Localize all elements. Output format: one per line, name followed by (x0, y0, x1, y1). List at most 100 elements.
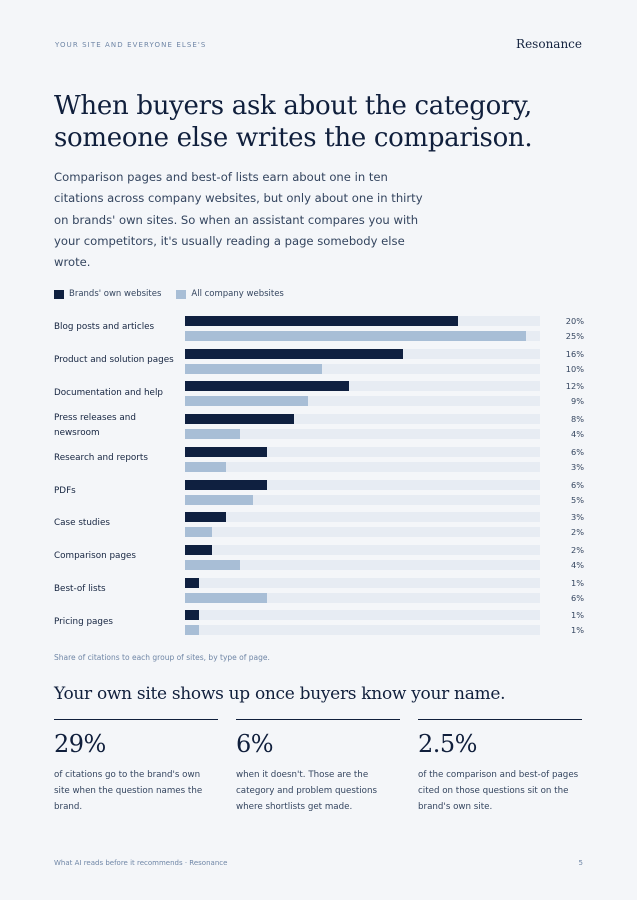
category-label: Comparison pages (54, 551, 137, 562)
chart-legend: Brands' own websites All company website… (54, 288, 299, 300)
category-label: Blog posts and articles (54, 322, 155, 333)
value-label: 4% (571, 429, 584, 440)
bar-all-company (185, 592, 267, 603)
value-label: 1% (571, 577, 584, 588)
stat-block: 29% of citations go to the brand's own s… (54, 719, 218, 815)
brand-wordmark: Resonance (516, 37, 582, 51)
value-label: 5% (571, 494, 584, 505)
value-label: 9% (571, 396, 584, 407)
bar-all-company (185, 396, 308, 407)
stat-description: when it doesn't. Those are the category … (236, 770, 378, 812)
bar-all-company (185, 429, 240, 440)
bar-track (185, 625, 540, 636)
category-label: Best-of lists (54, 583, 106, 594)
chart-row: Best-of lists 1% 6% (54, 577, 584, 608)
chart-caption: Share of citations to each group of site… (54, 653, 270, 662)
category-label: Product and solution pages (54, 354, 174, 365)
footer-text: What AI reads before it recommends · Res… (54, 859, 228, 867)
stat-number: 2.5% (418, 730, 477, 758)
bar-all-company (185, 331, 527, 341)
bar-track (185, 494, 540, 505)
value-label: 3% (571, 461, 584, 472)
value-label: 8% (571, 414, 584, 425)
category-label: PDFs (54, 485, 76, 496)
bar-track (185, 610, 540, 621)
bar-brands-own (185, 381, 349, 392)
value-label: 12% (565, 381, 584, 392)
bar-track (185, 363, 540, 374)
stat-block: 2.5% of the comparison and best-of pages… (418, 719, 582, 815)
page-title: When buyers ask about the category, some… (54, 91, 533, 153)
bar-track (185, 348, 540, 359)
value-label: 16% (565, 348, 584, 359)
legend-item-all: All company websites (176, 289, 284, 299)
value-label: 4% (571, 559, 584, 570)
category-label: Documentation and help (54, 387, 163, 398)
value-label: 6% (571, 479, 584, 490)
stat-number: 29% (54, 730, 106, 758)
bar-track (185, 331, 540, 341)
stat-block: 6% when it doesn't. Those are the catego… (236, 719, 400, 815)
page-number: 5 (578, 859, 583, 867)
stat-description: of the comparison and best-of pages cite… (418, 770, 579, 812)
stat-number: 6% (236, 730, 274, 758)
bar-track (185, 527, 540, 538)
chart-row: Case studies 3% 2% (54, 512, 584, 542)
bar-all-company (185, 527, 213, 538)
value-label: 2% (571, 544, 584, 555)
chart-row: Research and reports 6% 3% (54, 446, 584, 477)
bar-brands-own (185, 446, 267, 457)
chart-row: Press releases and newsroom 8% 4% (54, 412, 584, 444)
chart-row: Pricing pages 1% 1% (54, 610, 584, 640)
category-label: Pricing pages (54, 616, 114, 627)
bar-track (185, 381, 540, 392)
chart-row: Product and solution pages 16% 10% (54, 348, 584, 379)
value-label: 20% (565, 316, 584, 326)
bar-brands-own (185, 479, 267, 490)
bar-brands-own (185, 348, 404, 359)
legend-label-own: Brands' own websites (69, 289, 162, 299)
stat-description: of citations go to the brand's own site … (54, 770, 203, 812)
value-label: 6% (571, 592, 584, 603)
bar-all-company (185, 559, 240, 570)
category-label: Press releases and newsroom (54, 412, 136, 439)
bar-track (185, 544, 540, 555)
value-label: 25% (565, 331, 584, 341)
value-label: 1% (571, 625, 584, 636)
chart-row: Comparison pages 2% 4% (54, 544, 584, 575)
category-label: Research and reports (54, 453, 148, 464)
bar-track (185, 592, 540, 603)
chart-row: PDFs 6% 5% (54, 479, 584, 510)
bar-track (185, 316, 540, 326)
value-label: 6% (571, 446, 584, 457)
bar-brands-own (185, 512, 226, 523)
value-label: 10% (565, 363, 584, 374)
value-label: 3% (571, 512, 584, 523)
value-label: 2% (571, 527, 584, 538)
bar-track (185, 396, 540, 407)
intro-paragraph: Comparison pages and best-of lists earn … (54, 170, 423, 270)
value-label: 1% (571, 610, 584, 621)
bar-brands-own (185, 577, 199, 588)
chart-row: Blog posts and articles 20% 25% (54, 316, 584, 346)
chart-row: Documentation and help 12% 9% (54, 381, 584, 411)
legend-swatch-all (176, 289, 187, 299)
category-label: Case studies (54, 518, 110, 529)
bar-track (185, 479, 540, 490)
bar-brands-own (185, 544, 213, 555)
bar-track (185, 577, 540, 588)
bar-all-company (185, 363, 322, 374)
legend-swatch-own (54, 289, 64, 299)
section-subhead: Your own site shows up once buyers know … (54, 684, 506, 704)
bar-track (185, 446, 540, 457)
bar-track (185, 559, 540, 570)
bar-brands-own (185, 414, 295, 425)
bar-all-company (185, 494, 254, 505)
bar-brands-own (185, 610, 199, 621)
bar-track (185, 414, 540, 425)
legend-label-all: All company websites (191, 289, 284, 299)
bar-brands-own (185, 316, 459, 326)
bar-all-company (185, 625, 199, 636)
bar-track (185, 429, 540, 440)
bar-all-company (185, 461, 226, 472)
